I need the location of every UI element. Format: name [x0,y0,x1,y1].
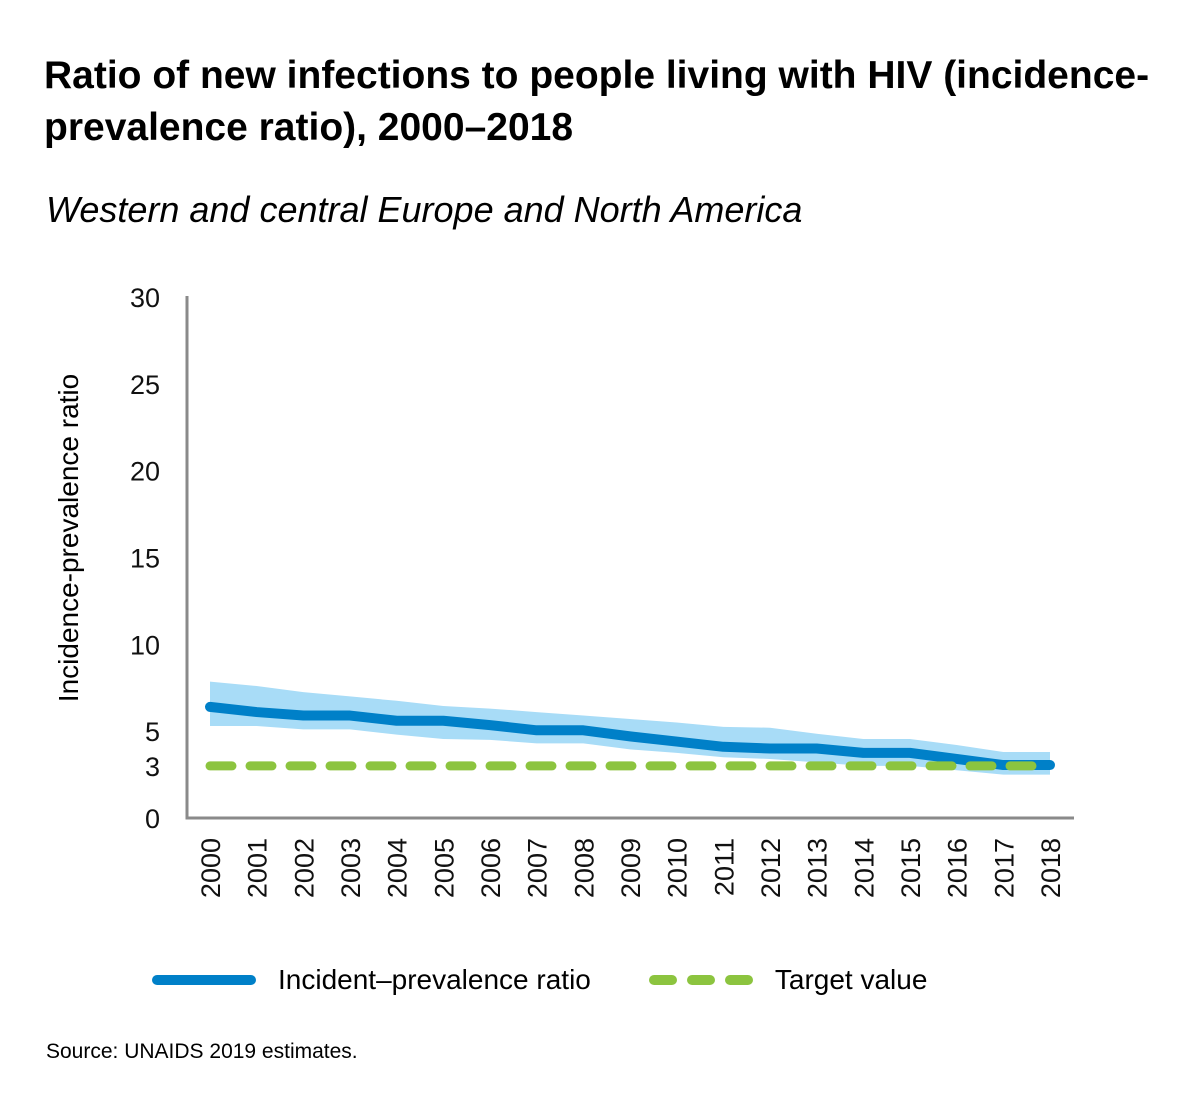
y-tick-labels: 0 3 5 10 15 20 25 30 [130,283,160,834]
x-tick-label: 2002 [289,838,319,898]
y-tick-label: 20 [130,457,160,487]
y-tick-label: 3 [145,752,160,782]
x-tick-label: 2018 [1036,838,1066,898]
x-tick-label: 2017 [989,838,1019,898]
x-tick-label: 2008 [569,838,599,898]
legend: Incident–prevalence ratio Target value [152,958,985,1002]
legend-item-incidence-ratio: Incident–prevalence ratio [152,964,591,996]
legend-label: Target value [774,964,928,995]
uncertainty-band-layer [210,681,1050,775]
legend-dashed-line-icon [648,975,753,985]
x-tick-label: 2007 [523,838,553,898]
y-tick-label: 5 [145,717,160,747]
legend-solid-line-icon [152,975,256,985]
chart-title: Ratio of new infections to people living… [44,54,1150,149]
y-axis-title: Incidence-prevalence ratio [53,374,84,702]
x-tick-label: 2006 [476,838,506,898]
uncertainty-band [210,681,1050,775]
x-tick-label: 2010 [663,838,693,898]
x-tick-label: 2013 [803,838,833,898]
x-tick-label: 2004 [383,838,413,898]
x-tick-label: 2000 [196,838,226,898]
legend-label: Incident–prevalence ratio [278,964,591,995]
x-tick-label: 2014 [849,838,879,898]
y-tick-label: 15 [130,544,160,574]
x-tick-label: 2015 [896,838,926,898]
x-tick-label: 2001 [243,838,273,898]
incidence-ratio-line [205,701,1055,771]
x-tick-labels: 2000 2001 2002 2003 2004 2005 2006 2007 2008 2009… [196,838,1066,898]
series-line-layer [205,701,1055,771]
y-tick-label: 25 [130,370,160,400]
x-tick-label: 2009 [616,838,646,898]
y-tick-label: 0 [145,804,160,834]
source-note: Source: UNAIDS 2019 estimates. [46,1040,358,1063]
chart-subtitle: Western and central Europe and North Ame… [46,189,803,230]
axes [185,296,1074,820]
x-tick-label: 2005 [429,838,459,898]
y-tick-label: 10 [130,630,160,660]
x-tick-label: 2016 [943,838,973,898]
x-tick-label: 2011 [709,838,739,896]
x-tick-label: 2012 [756,838,786,898]
x-tick-label: 2003 [336,838,366,898]
y-tick-label: 30 [130,283,160,313]
legend-item-target-value: Target value [648,964,928,996]
